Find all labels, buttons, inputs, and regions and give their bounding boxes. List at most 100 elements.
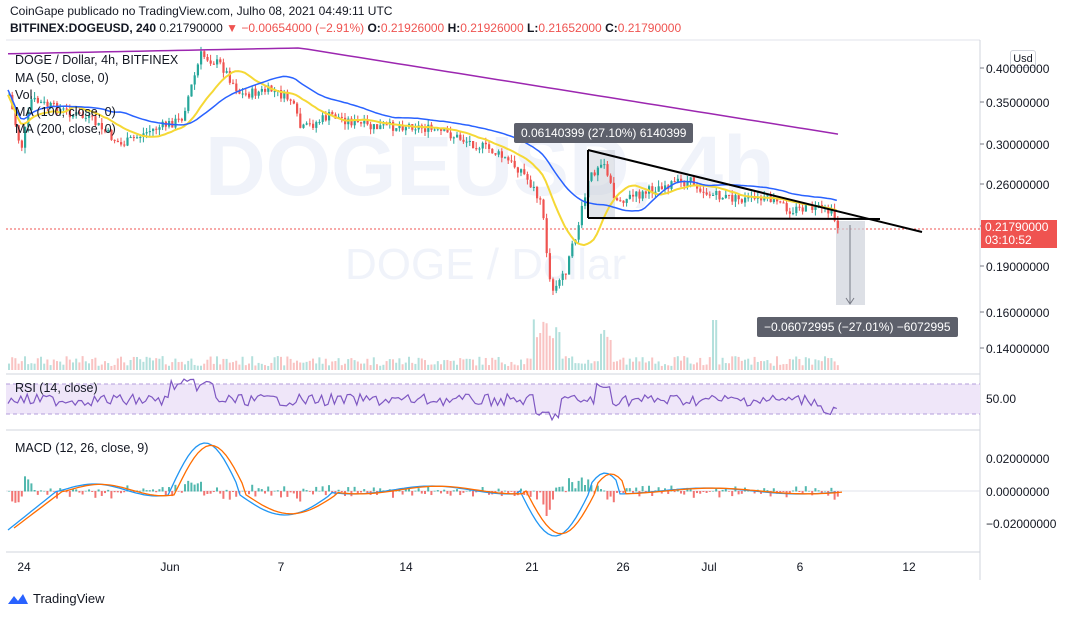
candle-body (209, 60, 212, 64)
tradingview-logo[interactable]: TradingView (7, 591, 105, 606)
volume-bar (49, 365, 52, 370)
volume-bar (312, 358, 314, 370)
volume-bar (824, 356, 826, 370)
volume-bar (356, 361, 359, 370)
volume-bar (222, 358, 225, 370)
ma100-legend[interactable]: MA (100, close, 0) (15, 105, 116, 119)
volume-bar (420, 358, 423, 370)
candle-body (331, 112, 334, 115)
volume-bar (433, 364, 436, 370)
candle-body (552, 279, 555, 291)
currency-button[interactable]: Usd (1010, 50, 1036, 68)
volume-bar (696, 362, 698, 370)
volume-bar (366, 358, 369, 370)
candle-body (398, 125, 401, 129)
candle-body (264, 88, 267, 92)
volume-bar (446, 359, 449, 370)
macd-hist-bar (609, 491, 612, 497)
vol-legend[interactable]: Vol (15, 88, 33, 102)
price-tick-label: 0.16000000 (986, 306, 1050, 320)
candle-body (718, 190, 721, 200)
macd-hist-bar (24, 476, 26, 492)
candle-body (302, 124, 305, 128)
measure-up-label[interactable]: 0.06140399 (27.10%) 6140399 (514, 123, 694, 143)
macd-hist-bar (27, 479, 30, 492)
macd-hist-bar (171, 491, 174, 497)
volume-bar (804, 357, 807, 370)
macd-hist-bar (299, 491, 302, 502)
candle-body (702, 191, 705, 193)
macd-hist-bar (417, 488, 420, 492)
candle-body (395, 128, 398, 131)
macd-hist-bar (404, 488, 407, 492)
candle-body (200, 51, 203, 65)
volume-bar (766, 360, 769, 370)
candle-body (232, 82, 235, 84)
volume-bar (452, 360, 455, 370)
macd-hist-bar (673, 491, 676, 493)
volume-bar (558, 332, 561, 370)
macd-hist-bar (123, 491, 126, 493)
measure-down-label[interactable]: −0.06072995 (−27.01%) −6072995 (757, 317, 958, 337)
macd-hist-bar (193, 484, 196, 492)
volume-bar (36, 358, 39, 370)
candle-body (446, 129, 449, 133)
candle-body (801, 207, 804, 212)
candle-body (104, 129, 107, 132)
volume-bar (833, 361, 836, 370)
ma50-legend[interactable]: MA (50, close, 0) (15, 71, 109, 85)
candle-body (81, 113, 84, 119)
volume-bar (203, 363, 206, 370)
macd-hist-bar (296, 491, 298, 499)
price-tick-label: 0.40000000 (986, 62, 1050, 76)
volume-bar (350, 358, 353, 370)
candle-body (548, 253, 551, 280)
volume-bar (772, 365, 775, 370)
volume-bar (744, 359, 746, 370)
candle-body (75, 112, 78, 115)
lower-trendline[interactable] (587, 217, 881, 220)
time-tick-label: Jul (701, 560, 717, 574)
candle-body (788, 211, 791, 214)
macd-hist-bar (158, 489, 161, 492)
macd-legend[interactable]: MACD (12, 26, close, 9) (15, 441, 149, 455)
volume-bar (68, 359, 71, 370)
volume-bar (731, 356, 734, 370)
macd-hist-bar (824, 490, 826, 492)
macd-hist-bar (763, 488, 766, 492)
candle-body (289, 99, 292, 101)
volume-bar (484, 357, 487, 370)
candle-body (65, 108, 68, 110)
candle-body (510, 160, 513, 162)
volume-bar (820, 361, 823, 370)
candle-body (577, 225, 580, 240)
candle-body (385, 124, 388, 126)
time-tick-label: 6 (796, 560, 804, 574)
candle-body (494, 153, 497, 155)
macd-hist-bar (718, 491, 721, 498)
candle-body (148, 131, 151, 133)
ma200-legend[interactable]: MA (200, close, 0) (15, 122, 116, 136)
macd-hist-bar (612, 491, 615, 503)
volume-bar (443, 360, 446, 370)
macd-hist-bar (209, 491, 212, 494)
macd-hist-bar (164, 491, 167, 496)
macd-hist-bar (100, 491, 103, 496)
rsi-legend[interactable]: RSI (14, close) (15, 381, 98, 395)
macd-hist-bar (113, 491, 116, 493)
candle-body (462, 139, 465, 142)
volume-bar (603, 330, 606, 370)
macd-hist-bar (241, 490, 244, 492)
volume-bar (814, 359, 817, 370)
volume-bar (340, 365, 343, 370)
volume-bar (510, 361, 513, 370)
candle-body (382, 124, 385, 126)
candle-body (449, 132, 452, 139)
macd-hist-bar (203, 491, 206, 496)
volume-bar (228, 362, 231, 370)
volume-bar (481, 364, 484, 370)
candle-body (504, 157, 507, 159)
macd-hist-bar (584, 485, 586, 492)
chart-title[interactable]: DOGE / Dollar, 4h, BITFINEX (15, 53, 179, 67)
